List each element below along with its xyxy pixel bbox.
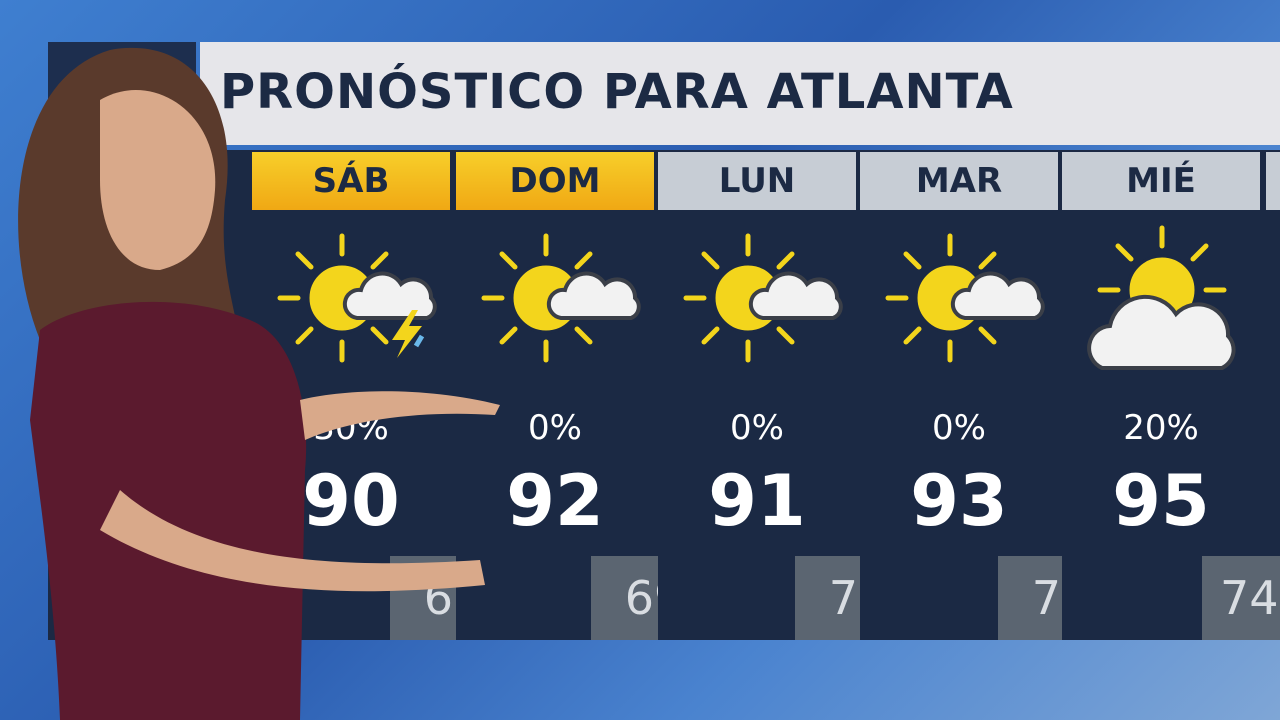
precip-chance: 0% [730,408,784,448]
day-column-mar: MAR 0% 93 [860,152,1058,640]
page-title: PRONÓSTICO PARA ATLANTA [220,64,1014,120]
precip-chance: 20% [1123,408,1199,448]
day-label: MAR [860,152,1058,210]
high-temp: 95 [1112,460,1210,542]
low-temp: 74 [1202,556,1280,640]
day-label: MIÉ [1062,152,1260,210]
title-bar: PRONÓSTICO PARA ATLANTA [200,42,1280,145]
sun-cloud-icon [668,218,843,388]
cloud-sun-icon [1087,218,1236,370]
precip-chance: 0% [528,408,582,448]
high-temp: 91 [708,460,806,542]
day-label: SÁB [252,152,450,210]
precip-chance: 0% [932,408,986,448]
high-temp: 92 [506,460,604,542]
day-label: LUN [658,152,856,210]
high-temp: 93 [910,460,1008,542]
sun-cloud-icon [870,218,1045,388]
sun-cloud-lightning-icon [262,218,437,388]
presenter-figure [18,47,500,720]
next-day-header-partial [1266,152,1280,210]
day-label: DOM [456,152,654,210]
high-temp: 90 [302,460,400,542]
